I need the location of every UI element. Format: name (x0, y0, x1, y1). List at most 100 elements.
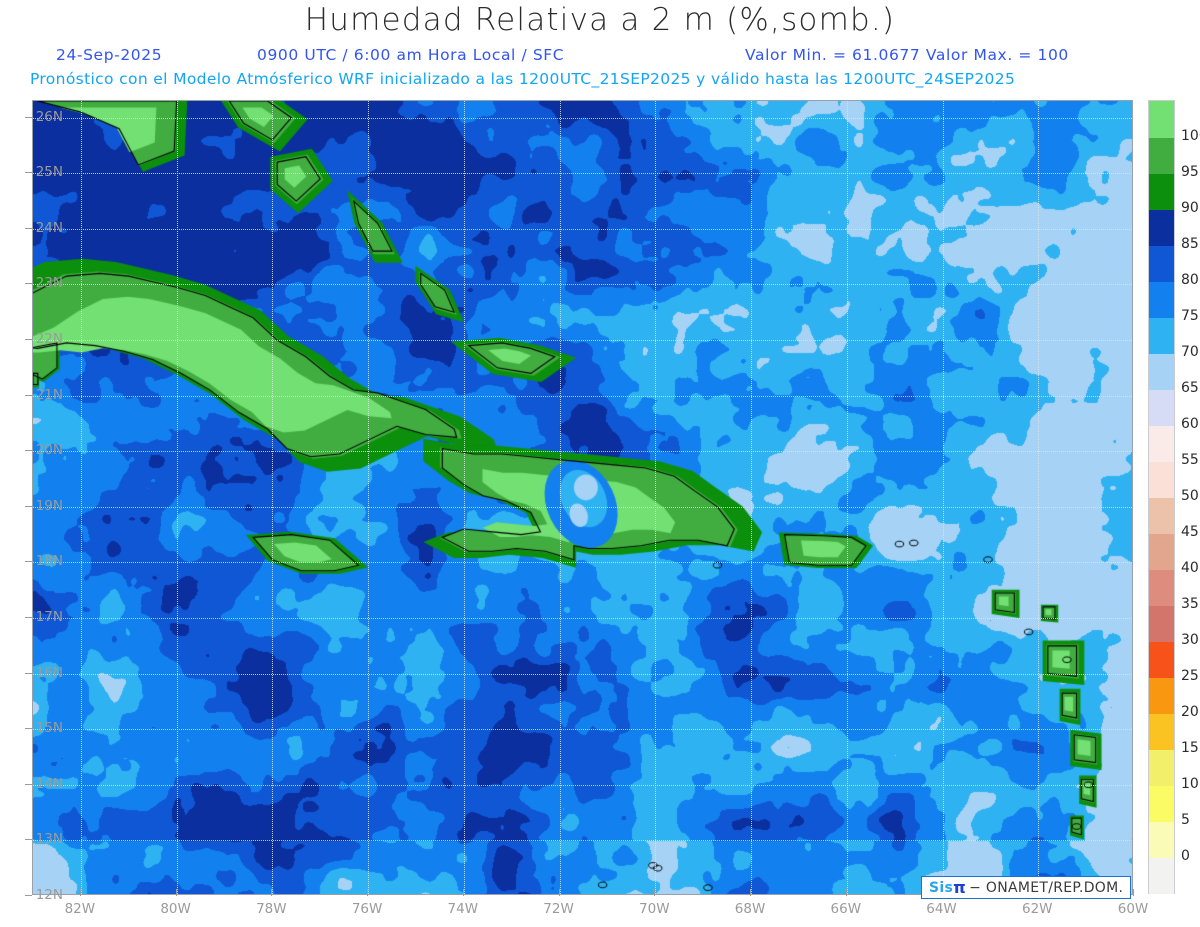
colorbar-tick-label: 25 (1181, 668, 1199, 684)
page-title: Humedad Relativa a 2 m (%,somb.) (304, 2, 896, 38)
lon-tick-label: 74W (447, 901, 479, 917)
colorbar-band (1149, 641, 1174, 678)
colorbar-tick-label: 35 (1181, 596, 1199, 612)
colorbar-band (1149, 461, 1174, 498)
colorbar-tick-label: 60 (1181, 416, 1199, 432)
colorbar (1148, 100, 1175, 894)
watermark-pi: π (953, 878, 967, 897)
lat-tick-label: 14N (35, 775, 63, 792)
lon-tick-label: 82W (64, 901, 96, 917)
colorbar-tick-label: 65 (1181, 380, 1199, 396)
colorbar-band (1149, 389, 1174, 426)
lon-tick-mark (271, 889, 273, 896)
colorbar-band (1149, 533, 1174, 570)
colorbar-tick-label: 85 (1181, 236, 1199, 252)
lon-tick-mark (845, 889, 847, 896)
colorbar-tick-label: 80 (1181, 272, 1199, 288)
lat-tick-label: 22N (35, 331, 63, 348)
lat-tick-mark (25, 672, 32, 674)
lon-tick-mark (79, 889, 81, 896)
lat-tick-label: 21N (35, 386, 63, 403)
lon-tick-mark (654, 889, 656, 896)
colorbar-tick-label: 5 (1181, 812, 1190, 828)
lon-tick-label: 60W (1117, 901, 1149, 917)
colorbar-tick-label: 95 (1181, 164, 1199, 180)
lon-tick-label: 64W (926, 901, 957, 917)
lat-tick-label: 16N (35, 664, 63, 681)
lat-tick-mark (25, 783, 32, 785)
lon-tick-label: 66W (830, 901, 862, 917)
lat-tick-label: 24N (35, 219, 63, 236)
lat-tick-label: 26N (35, 108, 63, 125)
lat-tick-mark (25, 227, 32, 229)
lat-tick-label: 23N (35, 275, 63, 292)
subtitle-row: 24-Sep-2025 0900 UTC / 6:00 am Hora Loca… (0, 46, 1200, 66)
lat-tick-mark (25, 505, 32, 507)
lon-tick-mark (558, 889, 560, 896)
colorbar-band (1149, 569, 1174, 606)
colorbar-band (1149, 281, 1174, 318)
colorbar-tick-label: 30 (1181, 632, 1199, 648)
lat-tick-mark (25, 283, 32, 285)
lon-tick-mark (1133, 889, 1134, 896)
forecast-date: 24-Sep-2025 (56, 46, 163, 64)
lat-tick-label: 20N (35, 442, 63, 459)
colorbar-tick-label: 55 (1181, 452, 1199, 468)
colorbar-band (1149, 137, 1174, 174)
lat-tick-label: 13N (35, 831, 63, 848)
colorbar-tick-label: 75 (1181, 308, 1199, 324)
forecast-time: 0900 UTC / 6:00 am Hora Local / SFC (257, 46, 565, 64)
colorbar-band (1149, 173, 1174, 210)
lon-tick-mark (367, 889, 369, 896)
lat-tick-mark (25, 339, 32, 341)
colorbar-band (1149, 317, 1174, 354)
colorbar-tick-label: 90 (1181, 200, 1199, 216)
lon-tick-label: 72W (543, 901, 574, 917)
model-description: Pronóstico con el Modelo Atmósferico WRF… (30, 70, 1016, 88)
lat-tick-mark (25, 839, 32, 841)
watermark-badge: Sis π − ONAMET/REP.DOM. (921, 876, 1132, 899)
lat-tick-mark (25, 561, 32, 563)
lat-tick-mark (25, 728, 32, 730)
lon-tick-label: 80W (160, 901, 191, 917)
map-plot-area (32, 100, 1133, 895)
colorbar-band (1149, 857, 1174, 894)
colorbar-band (1149, 425, 1174, 462)
humidity-shading-canvas (33, 101, 1132, 894)
colorbar-tick-label: 15 (1181, 740, 1199, 756)
colorbar-band (1149, 605, 1174, 642)
colorbar-band (1149, 353, 1174, 390)
lat-tick-label: 19N (35, 497, 63, 514)
lon-tick-label: 78W (256, 901, 287, 917)
colorbar-band (1149, 497, 1174, 534)
lat-tick-label: 15N (35, 720, 63, 737)
colorbar-tick-label: 50 (1181, 488, 1199, 504)
watermark-text: − ONAMET/REP.DOM. (969, 879, 1124, 896)
lat-tick-mark (25, 172, 32, 174)
colorbar-band (1149, 785, 1174, 822)
lon-tick-mark (175, 889, 177, 896)
lat-tick-label: 17N (35, 609, 63, 626)
lat-tick-mark (25, 116, 32, 118)
colorbar-tick-label: 45 (1181, 524, 1199, 540)
watermark-sis: Sis (929, 879, 954, 896)
lon-tick-label: 76W (351, 901, 383, 917)
lon-tick-label: 68W (734, 901, 766, 917)
colorbar-band (1149, 749, 1174, 786)
value-min-max: Valor Min. = 61.0677 Valor Max. = 100 (745, 46, 1069, 64)
colorbar-band (1149, 677, 1174, 714)
colorbar-tick-label: 100 (1181, 128, 1200, 144)
chart-header: Humedad Relativa a 2 m (%,somb.) 24-Sep-… (0, 0, 1200, 95)
colorbar-tick-label: 0 (1181, 848, 1190, 864)
colorbar-band (1149, 713, 1174, 750)
lat-tick-mark (25, 394, 32, 396)
colorbar-tick-label: 10 (1181, 776, 1199, 792)
lat-tick-label: 18N (35, 553, 63, 570)
colorbar-band (1149, 101, 1174, 138)
lon-tick-label: 62W (1021, 901, 1053, 917)
lon-tick-mark (750, 889, 752, 896)
colorbar-tick-label: 70 (1181, 344, 1199, 360)
lat-tick-label: 25N (35, 164, 63, 181)
colorbar-tick-label: 40 (1181, 560, 1199, 576)
lat-tick-mark (25, 895, 32, 896)
